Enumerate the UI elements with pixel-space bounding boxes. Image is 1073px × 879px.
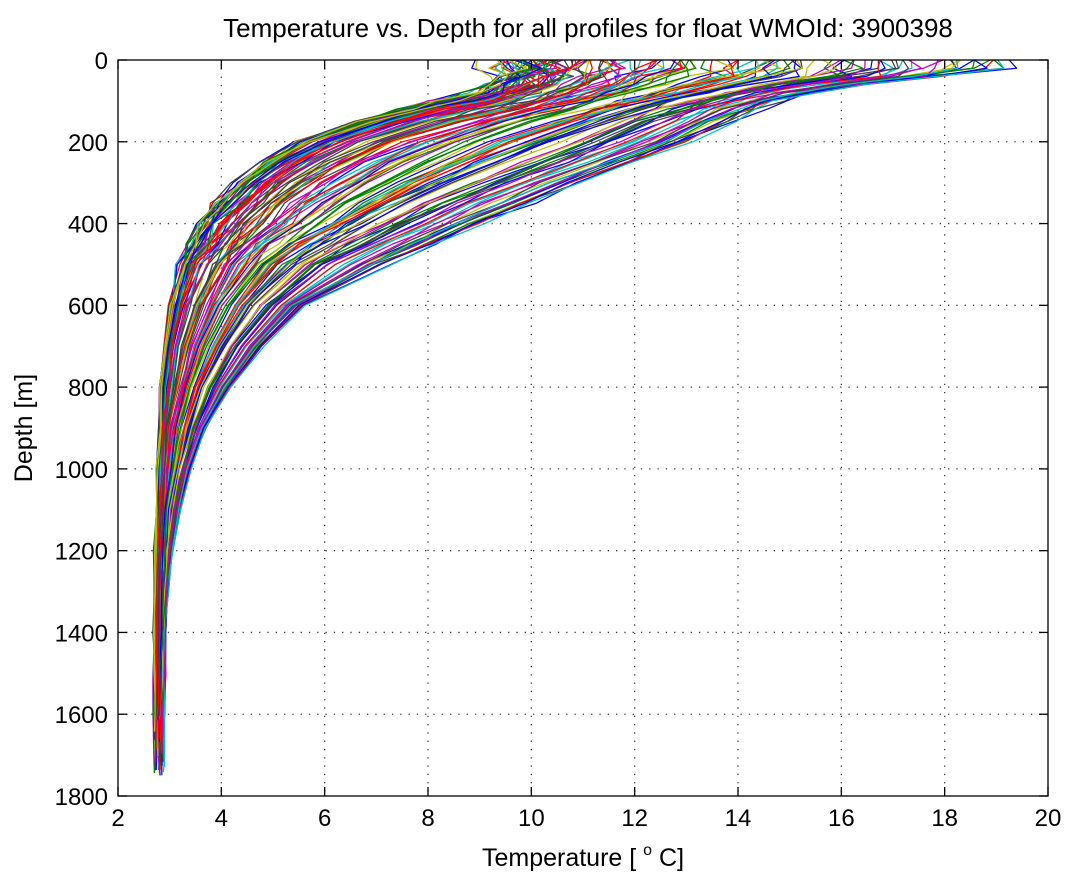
x-axis-label: Temperature [ o C] — [482, 833, 684, 872]
y-tick-label: 600 — [68, 293, 108, 320]
profile-line — [156, 59, 569, 708]
y-axis-label: Depth [m] — [10, 374, 38, 482]
x-axis-label-unit: C] — [659, 844, 684, 872]
x-tick-label: 20 — [1035, 805, 1062, 832]
y-tick-label: 200 — [68, 130, 108, 157]
x-tick-label: 16 — [828, 805, 855, 832]
profile-line — [152, 59, 528, 732]
profile-line — [158, 59, 682, 717]
profile-line — [161, 59, 882, 706]
y-tick-label: 400 — [68, 212, 108, 239]
y-tick-label: 1200 — [55, 539, 108, 566]
y-tick-label: 0 — [95, 48, 108, 75]
x-axis-label-superscript: o — [643, 842, 652, 859]
grid-lines — [118, 60, 1048, 796]
x-tick-label: 4 — [215, 805, 228, 832]
profile-lines — [152, 59, 1018, 776]
axis-ticks — [117, 59, 1049, 797]
profile-line — [154, 59, 582, 750]
y-tick-label: 800 — [68, 375, 108, 402]
y-tick-label: 1000 — [55, 457, 108, 484]
profile-line — [161, 59, 866, 754]
x-tick-label: 8 — [421, 805, 434, 832]
y-tick-labels: 0 200 400 600 800 1000 1200 1400 1600 1800 — [55, 48, 108, 811]
plot-frame — [117, 59, 1049, 797]
y-tick-label: 1400 — [55, 620, 108, 647]
x-tick-labels: 2 4 6 8 10 12 14 16 18 20 — [111, 805, 1061, 832]
profile-line — [162, 59, 959, 773]
profile-line — [157, 59, 676, 743]
profile-line — [161, 59, 803, 727]
profile-line — [155, 59, 588, 721]
x-tick-label: 6 — [318, 805, 331, 832]
x-tick-label: 2 — [111, 805, 124, 832]
y-tick-label: 1800 — [55, 784, 108, 811]
x-tick-label: 14 — [725, 805, 752, 832]
chart-title: Temperature vs. Depth for all profiles f… — [223, 13, 953, 43]
x-tick-label: 10 — [518, 805, 545, 832]
x-axis-label-text: Temperature [ — [482, 844, 636, 872]
x-tick-label: 12 — [621, 805, 648, 832]
x-tick-label: 18 — [931, 805, 958, 832]
y-tick-label: 1600 — [55, 702, 108, 729]
